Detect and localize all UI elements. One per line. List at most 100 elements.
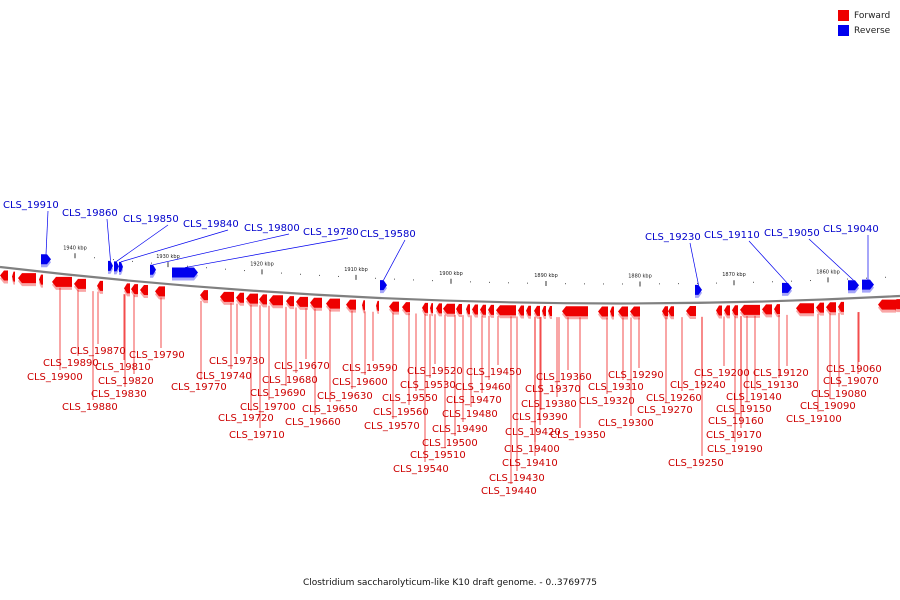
forward-gene-shadow: [140, 287, 148, 298]
forward-gene-shadow: [562, 309, 588, 320]
forward-gene-shadow: [286, 299, 294, 310]
forward-gene-shadow: [598, 309, 608, 320]
forward-gene-label: CLS_19310: [588, 382, 644, 393]
minor-tick: [432, 280, 433, 282]
forward-gene-shadow: [362, 303, 365, 314]
reverse-gene-shadow: [119, 264, 123, 275]
reverse-leader: [45, 210, 49, 255]
forward-gene: [562, 306, 588, 317]
forward-gene: [422, 302, 428, 313]
forward-gene-shadow: [740, 307, 760, 318]
minor-tick: [622, 283, 623, 285]
forward-gene: [124, 283, 130, 294]
scale-tick-label: 1890 kbp: [534, 273, 558, 279]
forward-gene: [376, 300, 379, 311]
forward-gene-shadow: [155, 289, 165, 300]
minor-tick: [791, 280, 792, 282]
forward-gene-label: CLS_19560: [373, 407, 429, 418]
forward-gene-shadow: [542, 308, 546, 319]
legend-forward-label: Forward: [854, 10, 891, 21]
reverse-leader: [152, 233, 290, 266]
forward-gene-shadow: [774, 307, 780, 318]
forward-gene-label: CLS_19410: [502, 458, 558, 469]
minor-tick: [113, 259, 114, 261]
forward-gene-label: CLS_19070: [823, 376, 879, 387]
forward-gene-label: CLS_19880: [62, 402, 118, 413]
reverse-leader: [748, 240, 788, 284]
scale-tick-label: 1860 kbp: [816, 269, 840, 275]
forward-gene-label: CLS_19100: [786, 414, 842, 425]
forward-gene-label: CLS_19890: [43, 358, 99, 369]
forward-gene-label: CLS_19430: [489, 473, 545, 484]
forward-gene: [762, 304, 772, 315]
scale-tick-label: 1920 kbp: [250, 261, 274, 267]
forward-gene-label: CLS_19160: [708, 416, 764, 427]
minor-tick: [413, 279, 414, 281]
forward-gene: [732, 305, 738, 316]
gene-arrows: [0, 254, 900, 320]
forward-gene-shadow: [74, 281, 86, 292]
forward-gene: [402, 302, 410, 313]
minor-tick: [772, 281, 773, 283]
forward-gene-shadow: [838, 304, 844, 315]
reverse-gene-shadow: [150, 267, 156, 278]
forward-gene-label: CLS_19530: [400, 380, 456, 391]
minor-tick: [508, 282, 509, 284]
forward-gene: [796, 303, 814, 314]
forward-gene-label: CLS_19130: [743, 380, 799, 391]
forward-gene-shadow: [762, 307, 772, 318]
forward-gene-label: CLS_19320: [579, 396, 635, 407]
forward-gene-shadow: [422, 305, 428, 316]
forward-gene-label: CLS_19080: [811, 389, 867, 400]
forward-gene: [534, 305, 540, 316]
forward-gene-label: CLS_19810: [95, 362, 151, 373]
forward-gene-label: CLS_19900: [27, 372, 83, 383]
forward-gene-shadow: [472, 307, 478, 318]
reverse-gene-label: CLS_19780: [303, 227, 359, 238]
forward-gene-shadow: [686, 308, 696, 319]
forward-gene-shadow: [724, 308, 730, 319]
forward-gene-shadow: [389, 304, 399, 315]
forward-gene: [97, 280, 103, 291]
forward-gene-shadow: [39, 277, 43, 288]
forward-gene: [52, 276, 72, 287]
forward-gene-label: CLS_19240: [670, 380, 726, 391]
reverse-gene-label: CLS_19840: [183, 219, 239, 230]
forward-gene-shadow: [310, 300, 322, 311]
minor-tick: [394, 278, 395, 280]
scale-tick-label: 1940 kbp: [63, 245, 87, 251]
legend: Forward Reverse: [838, 9, 898, 39]
forward-gene-label: CLS_19380: [521, 399, 577, 410]
scale-ticks: 1940 kbp 1930 kbp 1920 kbp 1910 kbp 1900 kbp…: [63, 245, 886, 287]
forward-gene-shadow: [518, 308, 524, 319]
forward-gene-label: CLS_19710: [229, 430, 285, 441]
forward-gene-label: CLS_19060: [826, 364, 882, 375]
forward-gene-label: CLS_19260: [646, 393, 702, 404]
forward-gene-label: CLS_19400: [504, 444, 560, 455]
forward-gene: [131, 284, 138, 295]
forward-gene-shadow: [220, 294, 234, 305]
forward-gene-label: CLS_19690: [250, 388, 306, 399]
forward-gene-label: CLS_19700: [240, 402, 296, 413]
forward-gene-shadow: [796, 306, 814, 317]
forward-gene-label: CLS_19520: [407, 366, 463, 377]
forward-gene-shadow: [0, 273, 8, 284]
forward-gene-label: CLS_19390: [512, 412, 568, 423]
forward-gene-label: CLS_19830: [91, 389, 147, 400]
forward-gene: [826, 302, 836, 313]
forward-gene: [269, 295, 283, 306]
reverse-gene-shadow: [108, 263, 113, 274]
scale-tick-label: 1930 kbp: [156, 254, 180, 260]
minor-tick: [847, 278, 848, 280]
forward-gene-label: CLS_19090: [800, 401, 856, 412]
reverse-gene-label: CLS_19050: [764, 228, 820, 239]
forward-gene-label: CLS_19450: [466, 367, 522, 378]
forward-gene-shadow: [662, 309, 668, 320]
forward-gene: [236, 292, 244, 303]
forward-gene-label: CLS_19440: [481, 486, 537, 497]
reverse-gene-label: CLS_19850: [123, 214, 179, 225]
forward-gene: [716, 305, 722, 316]
map-caption: Clostridium saccharolyticum-like K10 dra…: [302, 578, 598, 588]
forward-gene: [326, 298, 340, 309]
